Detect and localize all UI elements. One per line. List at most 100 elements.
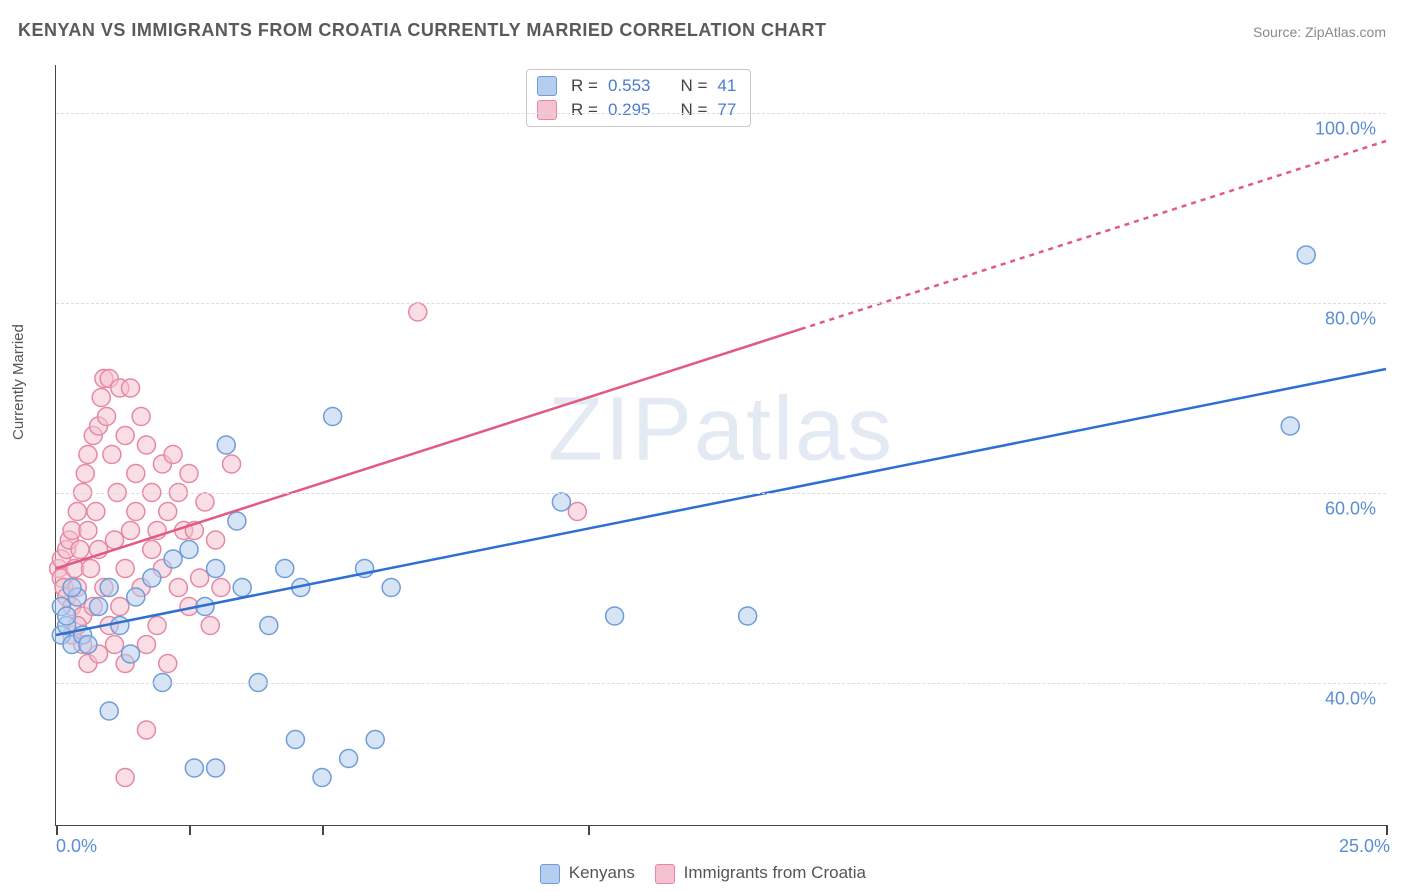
data-point [260, 617, 278, 635]
data-point [143, 569, 161, 587]
data-point [87, 503, 105, 521]
data-point [313, 769, 331, 787]
data-point [106, 531, 124, 549]
data-point [180, 465, 198, 483]
data-point [223, 455, 241, 473]
data-point [164, 550, 182, 568]
legend-item-kenyans: Kenyans [540, 863, 635, 884]
r-label: R = [571, 98, 598, 122]
x-tick [322, 825, 324, 835]
data-point [180, 541, 198, 559]
y-tick-label: 80.0% [1325, 308, 1376, 329]
r-value-croatia: 0.295 [608, 98, 651, 122]
gridline [56, 113, 1386, 114]
data-point [276, 560, 294, 578]
legend-label-croatia: Immigrants from Croatia [684, 863, 866, 882]
data-point [164, 446, 182, 464]
data-point [127, 588, 145, 606]
data-point [79, 636, 97, 654]
data-point [82, 560, 100, 578]
stats-legend-box: R = 0.553 N = 41 R = 0.295 N = 77 [526, 69, 751, 127]
data-point [100, 702, 118, 720]
data-point [366, 731, 384, 749]
data-point [201, 617, 219, 635]
data-point [207, 759, 225, 777]
data-point [207, 531, 225, 549]
x-tick [588, 825, 590, 835]
trend-line [56, 369, 1386, 635]
legend-item-croatia: Immigrants from Croatia [655, 863, 866, 884]
data-point [148, 617, 166, 635]
data-point [1281, 417, 1299, 435]
data-point [63, 579, 81, 597]
data-point [111, 617, 129, 635]
data-point [58, 607, 76, 625]
n-label: N = [680, 98, 707, 122]
gridline [56, 493, 1386, 494]
trend-line [801, 141, 1386, 329]
data-point [103, 446, 121, 464]
y-tick-label: 100.0% [1315, 118, 1376, 139]
data-point [382, 579, 400, 597]
data-point [127, 503, 145, 521]
y-axis-label: Currently Married [10, 324, 27, 440]
gridline [56, 303, 1386, 304]
data-point [137, 721, 155, 739]
y-tick-label: 60.0% [1325, 498, 1376, 519]
data-point [132, 408, 150, 426]
data-point [92, 389, 110, 407]
data-point [207, 560, 225, 578]
data-point [79, 446, 97, 464]
data-point [169, 579, 187, 597]
data-point [409, 303, 427, 321]
x-tick [1386, 825, 1388, 835]
data-point [233, 579, 251, 597]
data-point [121, 522, 139, 540]
data-point [1297, 246, 1315, 264]
data-point [71, 541, 89, 559]
data-point [324, 408, 342, 426]
chart-title: KENYAN VS IMMIGRANTS FROM CROATIA CURREN… [18, 20, 827, 41]
n-value-kenyans: 41 [717, 74, 736, 98]
y-tick-label: 40.0% [1325, 688, 1376, 709]
data-point [98, 408, 116, 426]
data-point [116, 769, 134, 787]
data-point [568, 503, 586, 521]
data-point [191, 569, 209, 587]
data-point [159, 655, 177, 673]
data-point [111, 598, 129, 616]
swatch-kenyans-icon [537, 76, 557, 96]
swatch-kenyans-icon [540, 864, 560, 884]
x-tick-label: 25.0% [1339, 836, 1390, 857]
data-point [212, 579, 230, 597]
legend-label-kenyans: Kenyans [569, 863, 635, 882]
data-point [552, 493, 570, 511]
data-point [143, 541, 161, 559]
data-point [137, 436, 155, 454]
data-point [739, 607, 757, 625]
gridline [56, 683, 1386, 684]
data-point [76, 465, 94, 483]
data-point [137, 636, 155, 654]
stats-row-kenyans: R = 0.553 N = 41 [537, 74, 736, 98]
data-point [121, 645, 139, 663]
chart-plot-area: ZIPatlas R = 0.553 N = 41 R = 0.295 N = … [55, 65, 1386, 826]
data-point [106, 636, 124, 654]
data-point [116, 560, 134, 578]
data-point [79, 522, 97, 540]
data-point [116, 427, 134, 445]
x-tick [56, 825, 58, 835]
source-attribution: Source: ZipAtlas.com [1253, 24, 1386, 40]
data-point [121, 379, 139, 397]
data-point [340, 750, 358, 768]
data-point [286, 731, 304, 749]
data-point [185, 759, 203, 777]
x-tick [189, 825, 191, 835]
data-point [127, 465, 145, 483]
data-point [159, 503, 177, 521]
swatch-croatia-icon [537, 100, 557, 120]
data-point [217, 436, 235, 454]
scatter-svg [56, 65, 1386, 825]
data-point [228, 512, 246, 530]
n-label: N = [680, 74, 707, 98]
